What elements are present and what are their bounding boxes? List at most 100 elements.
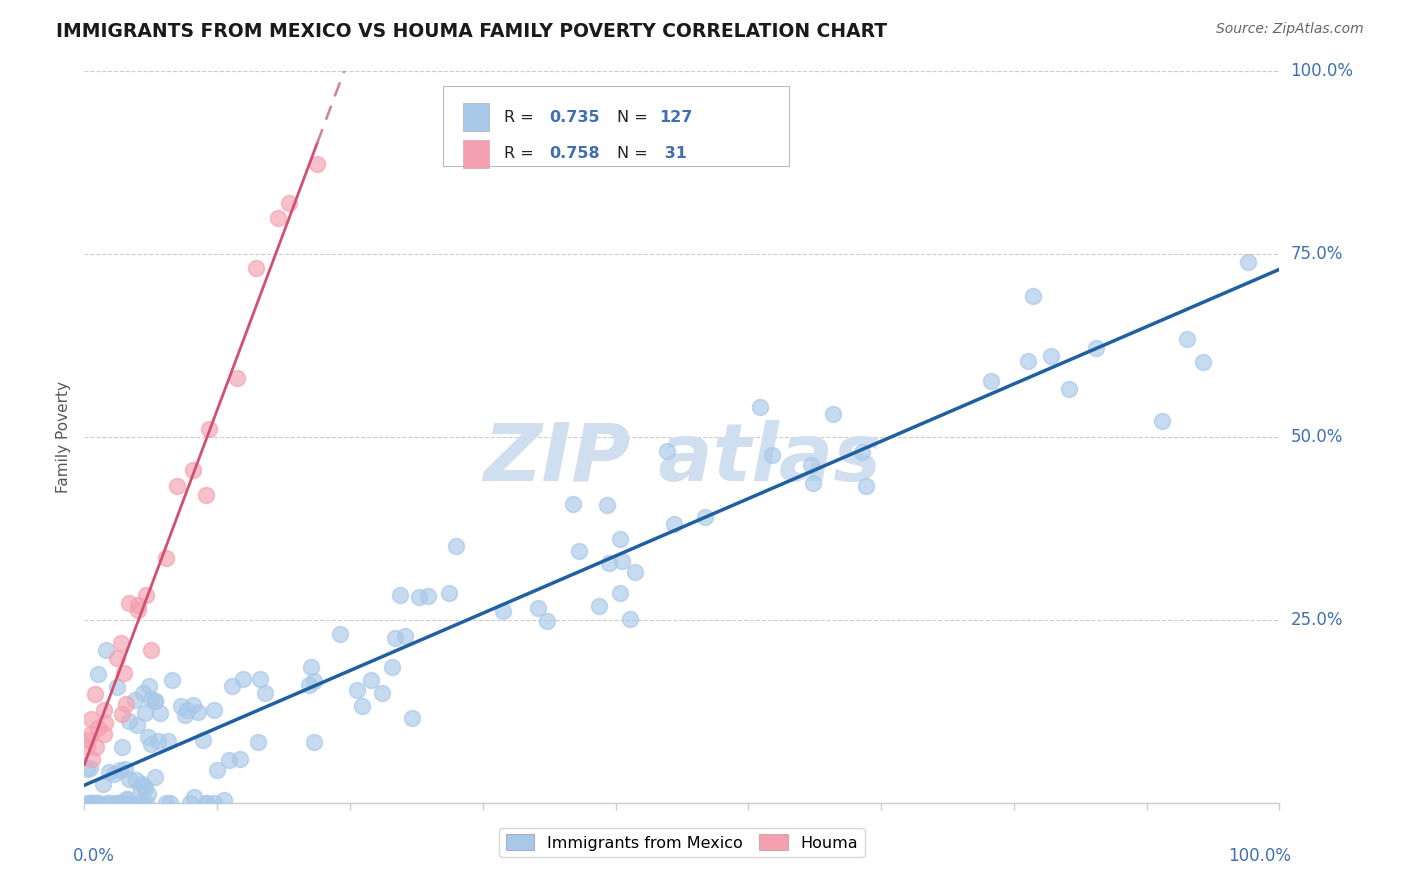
Point bbox=[226, 371, 249, 385]
Text: 0.0%: 0.0% bbox=[73, 847, 114, 864]
Point bbox=[159, 796, 181, 810]
Point bbox=[1237, 255, 1260, 269]
Point bbox=[138, 787, 160, 801]
Point bbox=[87, 796, 110, 810]
Point bbox=[80, 796, 103, 810]
Point bbox=[139, 642, 162, 657]
Point bbox=[124, 773, 146, 788]
Point bbox=[195, 796, 218, 810]
Point bbox=[612, 554, 634, 568]
Point bbox=[249, 673, 271, 687]
Point bbox=[76, 739, 98, 754]
Point bbox=[131, 776, 153, 790]
Point bbox=[103, 767, 125, 781]
Point bbox=[598, 557, 620, 571]
Point bbox=[980, 374, 1002, 388]
Point bbox=[166, 479, 188, 493]
FancyBboxPatch shape bbox=[443, 86, 790, 167]
Text: N =: N = bbox=[617, 110, 654, 125]
Point bbox=[93, 727, 115, 741]
Point bbox=[135, 796, 157, 810]
Text: N =: N = bbox=[617, 146, 654, 161]
Point bbox=[664, 516, 686, 531]
Point bbox=[194, 488, 217, 502]
Point bbox=[87, 721, 110, 735]
Point bbox=[134, 706, 156, 720]
Point bbox=[526, 600, 548, 615]
Point bbox=[76, 796, 98, 810]
Point bbox=[299, 659, 322, 673]
Point bbox=[96, 643, 118, 657]
Point bbox=[155, 550, 177, 565]
Point bbox=[125, 718, 148, 732]
Point bbox=[1085, 341, 1108, 355]
Text: Source: ZipAtlas.com: Source: ZipAtlas.com bbox=[1216, 22, 1364, 37]
Point bbox=[181, 463, 204, 477]
Point bbox=[131, 796, 153, 810]
Point bbox=[181, 698, 204, 712]
Point bbox=[80, 796, 103, 810]
Point bbox=[298, 677, 321, 691]
Point bbox=[169, 699, 191, 714]
Text: 100.0%: 100.0% bbox=[1291, 62, 1354, 80]
Point bbox=[118, 714, 141, 728]
Point bbox=[191, 732, 214, 747]
Text: 0.758: 0.758 bbox=[550, 146, 600, 161]
Point bbox=[84, 740, 107, 755]
Point bbox=[96, 796, 118, 810]
Text: 75.0%: 75.0% bbox=[1291, 245, 1343, 263]
Point bbox=[94, 716, 117, 731]
Point bbox=[761, 448, 783, 462]
Point bbox=[176, 703, 198, 717]
Point bbox=[1017, 354, 1039, 368]
Point bbox=[267, 211, 290, 225]
Point bbox=[136, 731, 159, 745]
Text: 50.0%: 50.0% bbox=[1291, 428, 1343, 446]
Point bbox=[107, 796, 129, 810]
Point bbox=[127, 603, 149, 617]
Point bbox=[748, 400, 770, 414]
Point bbox=[117, 792, 139, 806]
Point bbox=[302, 735, 325, 749]
Point bbox=[1191, 355, 1213, 369]
Point bbox=[1022, 288, 1045, 302]
Point bbox=[609, 533, 631, 547]
Point bbox=[588, 599, 610, 613]
Point bbox=[84, 687, 107, 701]
Point bbox=[536, 614, 558, 628]
Bar bbox=[463, 103, 489, 131]
Point bbox=[83, 796, 105, 810]
Point bbox=[371, 685, 394, 699]
Point bbox=[198, 422, 221, 436]
Point bbox=[596, 499, 619, 513]
Text: 127: 127 bbox=[659, 110, 693, 125]
Point bbox=[179, 796, 201, 810]
Point bbox=[138, 679, 160, 693]
Point bbox=[418, 589, 440, 603]
Point bbox=[381, 660, 404, 674]
Point bbox=[145, 693, 167, 707]
Point bbox=[247, 735, 270, 749]
Point bbox=[93, 776, 115, 790]
Point bbox=[110, 635, 132, 649]
Point bbox=[218, 753, 240, 767]
Point bbox=[384, 632, 406, 646]
Point bbox=[117, 772, 139, 786]
Point bbox=[112, 666, 135, 681]
Point bbox=[205, 763, 228, 777]
Bar bbox=[463, 140, 489, 168]
Text: 0.735: 0.735 bbox=[550, 110, 600, 125]
Point bbox=[76, 763, 98, 777]
Point bbox=[194, 796, 217, 810]
Point bbox=[105, 680, 128, 694]
Point bbox=[118, 596, 141, 610]
Point bbox=[388, 588, 411, 602]
Point bbox=[111, 740, 134, 755]
Point bbox=[127, 796, 149, 810]
Point bbox=[394, 629, 416, 643]
Point bbox=[1057, 382, 1080, 396]
Point bbox=[139, 737, 162, 751]
Point bbox=[187, 706, 209, 720]
Point bbox=[202, 796, 225, 810]
Point bbox=[278, 195, 301, 210]
